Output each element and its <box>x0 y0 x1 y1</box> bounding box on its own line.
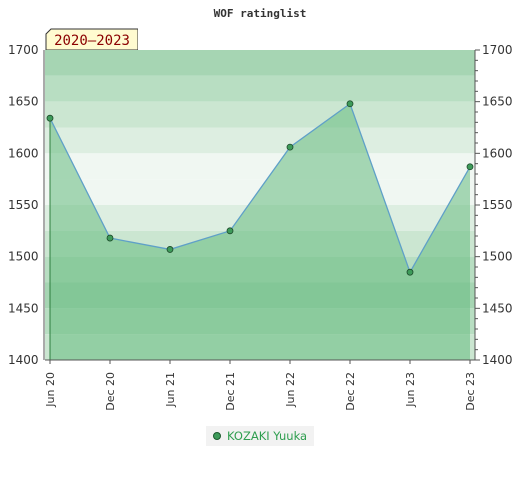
grid-band <box>45 127 475 154</box>
area-fill <box>50 103 470 360</box>
x-tick-label: Dec 21 <box>224 372 237 411</box>
data-point <box>46 114 54 122</box>
x-tick-label: Jun 21 <box>164 372 177 408</box>
grid-band <box>45 101 475 128</box>
data-point <box>346 100 354 108</box>
x-axis: Jun 20 Dec 20 Jun 21 Dec 21 Jun 22 Dec 22 Jun … <box>44 359 477 411</box>
x-tick-label: Jun 22 <box>284 372 297 408</box>
data-point <box>106 234 114 242</box>
y-tick-label-left: 1550 <box>8 198 39 212</box>
data-point <box>166 246 174 253</box>
period-badge: 2020–2023 <box>45 28 138 50</box>
data-point <box>406 268 414 276</box>
data-point <box>466 163 474 171</box>
x-tick-label: Dec 22 <box>344 372 357 411</box>
y-tick-label-left: 1400 <box>8 353 39 367</box>
y-tick-label-right: 1700 <box>482 43 513 57</box>
y-tick-label-right: 1600 <box>482 146 513 160</box>
y-tick-label-left: 1500 <box>8 250 39 264</box>
y-tick-label-left: 1700 <box>8 43 39 57</box>
x-tick-label: Dec 23 <box>464 372 477 411</box>
y-tick-label-left: 1450 <box>8 301 39 315</box>
grid-band <box>45 153 475 180</box>
legend-marker-icon <box>213 432 221 440</box>
y-tick-label-right: 1400 <box>482 353 513 367</box>
y-tick-label-right: 1500 <box>482 250 513 264</box>
x-tick-label: Dec 20 <box>104 372 117 411</box>
y-tick-label-right: 1650 <box>482 95 513 109</box>
data-point <box>226 227 234 235</box>
grid-band <box>45 75 475 102</box>
y-tick-label-left: 1600 <box>8 146 39 160</box>
y-axis-right: 1400 1450 1500 1550 1600 1650 1700 <box>474 43 513 367</box>
legend[interactable]: KOZAKI Yuuka <box>206 426 315 446</box>
rating-area <box>49 102 471 360</box>
data-point <box>286 143 294 151</box>
chart-title: WOF ratinglist <box>214 7 307 20</box>
y-axis-left: 1400 1450 1500 1550 1600 1650 1700 <box>8 43 45 367</box>
series-line <box>49 102 471 274</box>
data-points <box>46 100 474 276</box>
legend-label: KOZAKI Yuuka <box>227 429 308 443</box>
x-tick-label: Jun 23 <box>404 372 417 408</box>
grid-band <box>45 50 475 76</box>
x-tick-label: Jun 20 <box>44 372 57 408</box>
y-tick-label-left: 1650 <box>8 95 39 109</box>
y-tick-label-right: 1550 <box>482 198 513 212</box>
period-badge-text: 2020–2023 <box>54 33 130 49</box>
y-tick-label-right: 1450 <box>482 301 513 315</box>
